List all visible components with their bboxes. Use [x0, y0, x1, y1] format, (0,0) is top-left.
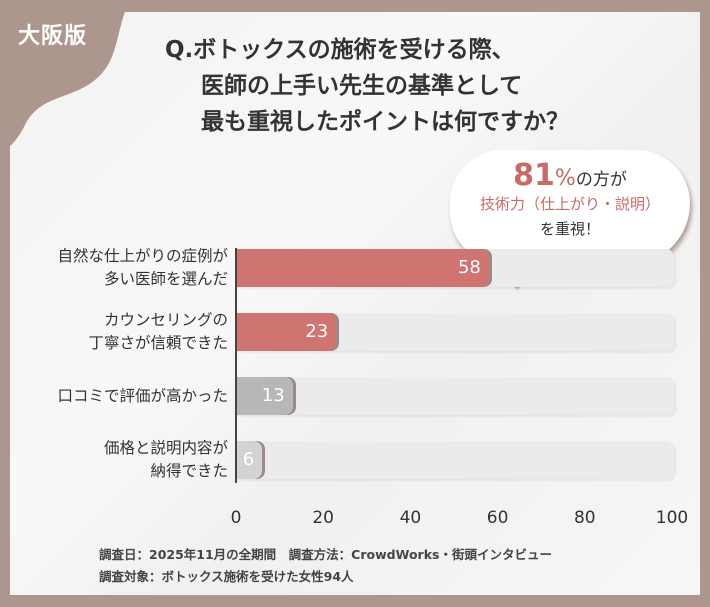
- region-badge: 大阪版: [18, 24, 88, 49]
- title-line: 最も重視したポイントは何ですか？: [201, 109, 569, 135]
- survey-info: 調査日：2025年11月の全期間 調査方法：CrowdWorks・街頭インタビュ…: [99, 547, 552, 562]
- category-label-line: 自然な仕上がりの症例が: [57, 247, 228, 265]
- bar: [236, 441, 263, 479]
- x-tick-label: 40: [399, 508, 422, 528]
- category-label: カウンセリングの丁寧さが信頼できた: [88, 309, 228, 355]
- category-label-line: 口コミで評価が高かった: [57, 386, 228, 405]
- category-label: 価格と説明内容が納得できた: [104, 437, 228, 483]
- x-tick-label: 80: [573, 508, 596, 528]
- callout-number: 81: [513, 158, 555, 193]
- x-tick-label: 100: [655, 508, 689, 528]
- title-line: Q.ボトックスの施術を受ける際、: [165, 37, 515, 63]
- callout-percent: %: [554, 166, 576, 191]
- category-label-line: 納得できた: [150, 462, 228, 480]
- bar: [236, 313, 337, 351]
- bar-track: [236, 377, 674, 415]
- callout-text: の方が: [575, 170, 627, 190]
- bar: [236, 377, 293, 415]
- bar: [236, 249, 489, 287]
- x-tick-label: 0: [230, 508, 242, 528]
- data-label: 58: [457, 257, 481, 278]
- survey-target: 調査対象：ボトックス施術を受けた女性94人: [99, 569, 354, 584]
- callout-highlight: 技術力（仕上がり・説明）: [479, 195, 660, 213]
- title-line: 医師の上手い先生の基準として: [201, 73, 523, 99]
- data-label: 13: [261, 385, 285, 406]
- data-label: 23: [305, 321, 329, 342]
- category-label: 口コミで評価が高かった: [57, 385, 228, 408]
- bar-track: [236, 441, 674, 479]
- category-label-line: カウンセリングの: [103, 311, 228, 329]
- x-tick-label: 60: [486, 508, 509, 528]
- badge-shape: [0, 0, 130, 155]
- category-label-line: 丁寧さが信頼できた: [88, 334, 228, 352]
- card: [10, 12, 700, 595]
- category-label: 自然な仕上がりの症例が多い医師を選んだ: [57, 245, 228, 291]
- category-label-line: 多い医師を選んだ: [103, 270, 228, 288]
- page-title: Q.ボトックスの施術を受ける際、 医師の上手い先生の基準として 最も重視したポイ…: [165, 32, 569, 140]
- category-label-line: 価格と説明内容が: [103, 439, 228, 457]
- callout-text: を重視！: [539, 220, 600, 238]
- y-axis-line: [235, 248, 237, 483]
- x-tick-label: 20: [312, 508, 335, 528]
- callout-bubble: 81%の方が 技術力（仕上がり・説明） を重視！: [450, 150, 690, 265]
- data-label: 6: [242, 449, 255, 470]
